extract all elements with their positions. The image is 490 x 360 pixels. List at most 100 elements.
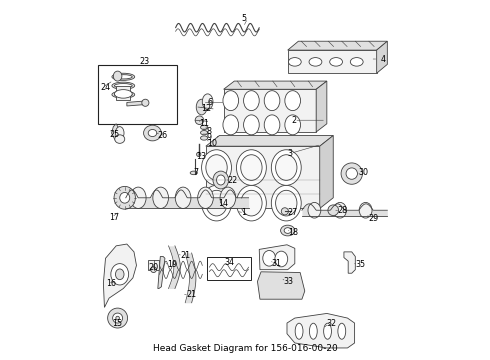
Ellipse shape (120, 193, 130, 203)
Ellipse shape (346, 168, 357, 179)
Ellipse shape (151, 267, 156, 273)
Ellipse shape (264, 91, 280, 111)
Ellipse shape (264, 115, 280, 135)
Polygon shape (217, 135, 319, 144)
Text: 21: 21 (186, 290, 196, 299)
Polygon shape (103, 244, 137, 307)
Ellipse shape (217, 175, 225, 185)
Polygon shape (288, 50, 377, 73)
Text: 29: 29 (369, 214, 379, 223)
Ellipse shape (213, 171, 229, 189)
Ellipse shape (196, 99, 207, 115)
Ellipse shape (206, 190, 227, 216)
Text: 34: 34 (224, 258, 234, 267)
Text: Head Gasket Diagram for 156-016-00-20: Head Gasket Diagram for 156-016-00-20 (152, 343, 338, 352)
Polygon shape (319, 135, 333, 208)
Bar (207, 257, 251, 280)
Ellipse shape (200, 131, 208, 135)
Polygon shape (288, 41, 387, 50)
Ellipse shape (223, 115, 239, 135)
Text: 4: 4 (380, 54, 385, 63)
Text: 33: 33 (283, 277, 294, 286)
Polygon shape (223, 81, 327, 89)
Ellipse shape (295, 323, 303, 339)
Ellipse shape (237, 185, 267, 221)
Ellipse shape (248, 136, 273, 144)
Polygon shape (112, 124, 120, 140)
Polygon shape (206, 146, 319, 208)
Text: 17: 17 (109, 213, 119, 222)
Ellipse shape (112, 73, 135, 80)
Ellipse shape (115, 135, 125, 143)
Ellipse shape (263, 251, 275, 266)
Text: 2: 2 (291, 116, 296, 125)
Ellipse shape (114, 93, 132, 97)
Text: 26: 26 (158, 131, 168, 140)
Ellipse shape (309, 58, 322, 66)
Ellipse shape (241, 155, 262, 180)
Text: 3: 3 (288, 149, 293, 158)
Text: 27: 27 (288, 208, 298, 217)
Ellipse shape (281, 136, 305, 144)
Ellipse shape (206, 155, 227, 180)
Text: 19: 19 (167, 260, 177, 269)
Ellipse shape (284, 228, 291, 233)
Ellipse shape (359, 202, 372, 218)
Text: 25: 25 (109, 130, 120, 139)
Text: 35: 35 (355, 260, 366, 269)
Text: 21: 21 (180, 251, 190, 260)
Text: 7: 7 (194, 168, 198, 177)
Ellipse shape (197, 187, 213, 208)
Ellipse shape (190, 171, 197, 175)
Text: 1: 1 (241, 208, 245, 217)
Polygon shape (158, 257, 165, 288)
Text: 24: 24 (100, 83, 110, 92)
Ellipse shape (334, 202, 346, 218)
Ellipse shape (323, 323, 331, 339)
Bar (148, 260, 159, 270)
Text: 23: 23 (140, 57, 150, 66)
Text: 10: 10 (207, 139, 217, 148)
Ellipse shape (309, 323, 317, 339)
Ellipse shape (116, 269, 124, 280)
Ellipse shape (144, 125, 161, 141)
Ellipse shape (244, 91, 259, 111)
Text: 12: 12 (201, 104, 212, 113)
Ellipse shape (116, 127, 124, 139)
Ellipse shape (142, 99, 149, 106)
Bar (116, 86, 130, 100)
Polygon shape (259, 245, 295, 270)
Ellipse shape (114, 75, 132, 79)
Polygon shape (127, 101, 145, 106)
Ellipse shape (275, 155, 297, 180)
Ellipse shape (153, 187, 169, 208)
Polygon shape (316, 81, 327, 132)
Ellipse shape (244, 115, 259, 135)
Polygon shape (287, 314, 355, 348)
Ellipse shape (281, 225, 295, 236)
Text: 11: 11 (199, 119, 209, 128)
Text: 30: 30 (359, 168, 369, 177)
Bar (98, 65, 177, 124)
Ellipse shape (217, 136, 242, 144)
Text: 13: 13 (196, 152, 206, 161)
Ellipse shape (341, 163, 363, 184)
Ellipse shape (237, 150, 267, 185)
Ellipse shape (108, 308, 127, 328)
Ellipse shape (338, 323, 346, 339)
Polygon shape (223, 89, 316, 132)
Ellipse shape (195, 116, 204, 125)
Ellipse shape (202, 94, 213, 109)
Ellipse shape (113, 313, 122, 323)
Ellipse shape (275, 251, 288, 267)
Ellipse shape (201, 185, 231, 221)
Ellipse shape (130, 187, 146, 208)
Ellipse shape (116, 316, 120, 320)
Ellipse shape (201, 150, 231, 185)
Ellipse shape (200, 125, 208, 130)
Text: 31: 31 (271, 259, 282, 268)
Ellipse shape (281, 208, 289, 215)
Ellipse shape (285, 115, 300, 135)
Ellipse shape (114, 186, 135, 209)
Ellipse shape (275, 190, 297, 216)
